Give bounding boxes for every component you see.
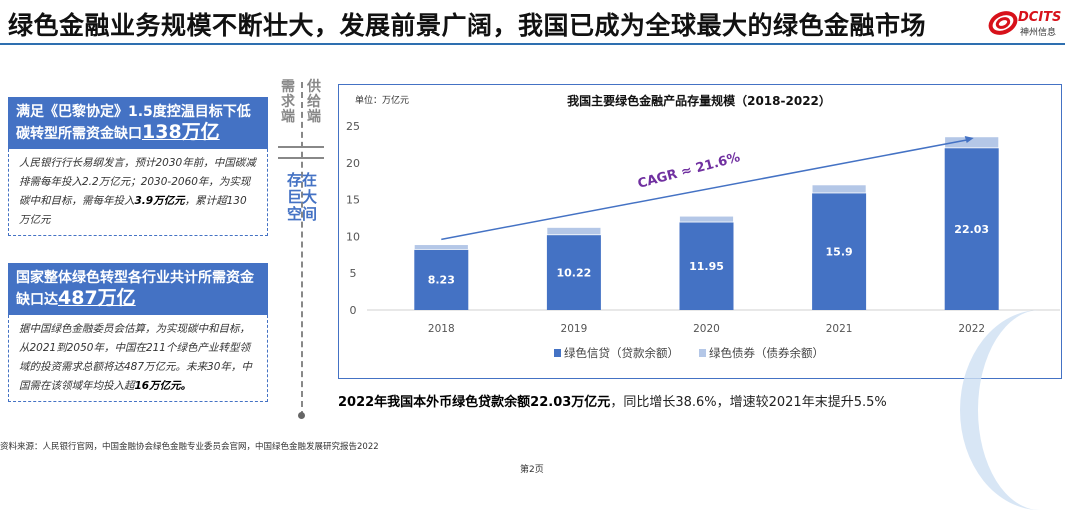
green-finance-chart: 单位：万亿元 我国主要绿色金融产品存量规模（2018-2022）051015202… bbox=[346, 93, 1060, 360]
bar-loan-2019 bbox=[546, 234, 601, 310]
legend-swatch bbox=[554, 349, 561, 357]
box1-head-text: 满足《巴黎协定》1.5度控温目标下低碳转型所需资金缺口 bbox=[16, 104, 251, 142]
box1-body: 人民银行行长易纲发言，预计2030年前，中国碳减排需每年投入2.2万亿元；203… bbox=[8, 149, 268, 236]
bar-data-label: 8.23 bbox=[428, 274, 455, 287]
bar-loan-2021 bbox=[812, 192, 867, 310]
logo-cn: 神州信息 bbox=[1020, 28, 1057, 38]
legend-swatch bbox=[699, 349, 706, 357]
bar-data-label: 10.22 bbox=[557, 266, 592, 279]
x-tick-label: 2022 bbox=[958, 323, 985, 335]
x-tick-label: 2021 bbox=[826, 323, 853, 335]
bar-bond-2022 bbox=[944, 136, 1000, 149]
box1-body-b: ，累计超130万亿元 bbox=[19, 195, 247, 226]
bar-loan-2022 bbox=[944, 147, 999, 310]
box1-body-a: 人民银行行长易纲发言，预计2030年前，中国碳减排需每年投入2.2万亿元；203… bbox=[19, 157, 256, 207]
box2-body-a: 据中国绿色金融委员会估算，为实现碳中和目标，从2021到2050年，中国在211… bbox=[19, 323, 252, 392]
chart-title: 我国主要绿色金融产品存量规模（2018-2022） bbox=[567, 93, 831, 108]
legend-label: 绿色债券（债券余额） bbox=[709, 346, 824, 360]
demand-label: 需求端 bbox=[281, 79, 295, 125]
x-tick-label: 2020 bbox=[693, 323, 720, 335]
chart-frame: 单位：万亿元 我国主要绿色金融产品存量规模（2018-2022） 0 5 10 15 20 2… bbox=[338, 84, 1062, 379]
y-tick-label: 15 bbox=[346, 194, 360, 207]
bar-data-label: 15.9 bbox=[826, 245, 853, 258]
box1-body-bold: 3.9万亿元 bbox=[134, 195, 185, 207]
x-tick-label: 2019 bbox=[561, 323, 588, 335]
bar-bond-2020 bbox=[679, 215, 734, 223]
cagr-trend-arrow bbox=[441, 139, 967, 241]
bar-bond-2018 bbox=[413, 244, 469, 250]
y-tick-label: 0 bbox=[350, 304, 357, 317]
box2-head-text: 国家整体绿色转型各行业共计所需资金缺口达 bbox=[16, 270, 254, 308]
box2-header: 国家整体绿色转型各行业共计所需资金缺口达487万亿 bbox=[8, 263, 268, 315]
box1-header: 满足《巴黎协定》1.5度控温目标下低碳转型所需资金缺口138万亿 bbox=[8, 97, 268, 149]
logo-brand: DCITS bbox=[1018, 10, 1062, 25]
logo-swirl-icon bbox=[988, 11, 1018, 35]
arrowhead-icon bbox=[964, 135, 974, 143]
gap-label: 存在巨大空间 bbox=[287, 171, 318, 223]
box2-body: 据中国绿色金融委员会估算，为实现碳中和目标，从2021到2050年，中国在211… bbox=[8, 315, 268, 402]
arrow-right-icon bbox=[278, 146, 324, 148]
note-rest: ，同比增长38.6%，增速较2021年末提升5.5% bbox=[610, 395, 887, 410]
box1-head-figure: 138万亿 bbox=[142, 121, 220, 143]
bar-data-label: 22.03 bbox=[954, 223, 989, 236]
y-tick-label: 25 bbox=[346, 120, 360, 133]
page-title: 绿色金融业务规模不断壮大，发展前景广阔，我国已成为全球最大的绿色金融市场 bbox=[8, 11, 927, 40]
box2-head-figure: 487万亿 bbox=[58, 287, 136, 309]
x-tick-label: 2018 bbox=[428, 323, 455, 335]
box2-body-bold: 16万亿元。 bbox=[134, 380, 192, 392]
arrow-left-icon bbox=[278, 157, 324, 159]
title-underline bbox=[0, 43, 1065, 45]
supply-label: 供给端 bbox=[307, 79, 321, 125]
bar-bond-2019 bbox=[546, 227, 602, 236]
y-tick-label: 10 bbox=[346, 230, 360, 243]
demand-box-2: 国家整体绿色转型各行业共计所需资金缺口达487万亿 据中国绿色金融委员会估算，为… bbox=[8, 263, 268, 402]
divider-line bbox=[301, 82, 303, 417]
demand-box-1: 满足《巴黎协定》1.5度控温目标下低碳转型所需资金缺口138万亿 人民银行行长易… bbox=[8, 97, 268, 236]
bar-data-label: 11.95 bbox=[689, 260, 724, 273]
note-bold: 2022年我国本外币绿色贷款余额22.03万亿元 bbox=[338, 395, 611, 410]
dcits-logo: DCITS 神州信息 bbox=[988, 8, 1068, 38]
page-number: 第2页 bbox=[520, 465, 544, 475]
bar-loan-2018 bbox=[414, 249, 469, 310]
y-tick-label: 5 bbox=[350, 267, 357, 280]
bar-loan-2020 bbox=[679, 222, 734, 310]
source-note: 资料来源：人民银行官网，中国金融协会绿色金融专业委员会官网，中国绿色金融发展研究… bbox=[0, 442, 379, 452]
divider-end-dot bbox=[298, 412, 305, 419]
chart-unit: 单位：万亿元 bbox=[355, 94, 409, 106]
y-tick-label: 20 bbox=[346, 157, 360, 170]
legend-label: 绿色信贷（贷款余额） bbox=[564, 346, 679, 360]
bar-bond-2021 bbox=[811, 184, 867, 194]
summary-note: 2022年我国本外币绿色贷款余额22.03万亿元，同比增长38.6%，增速较20… bbox=[338, 391, 887, 410]
